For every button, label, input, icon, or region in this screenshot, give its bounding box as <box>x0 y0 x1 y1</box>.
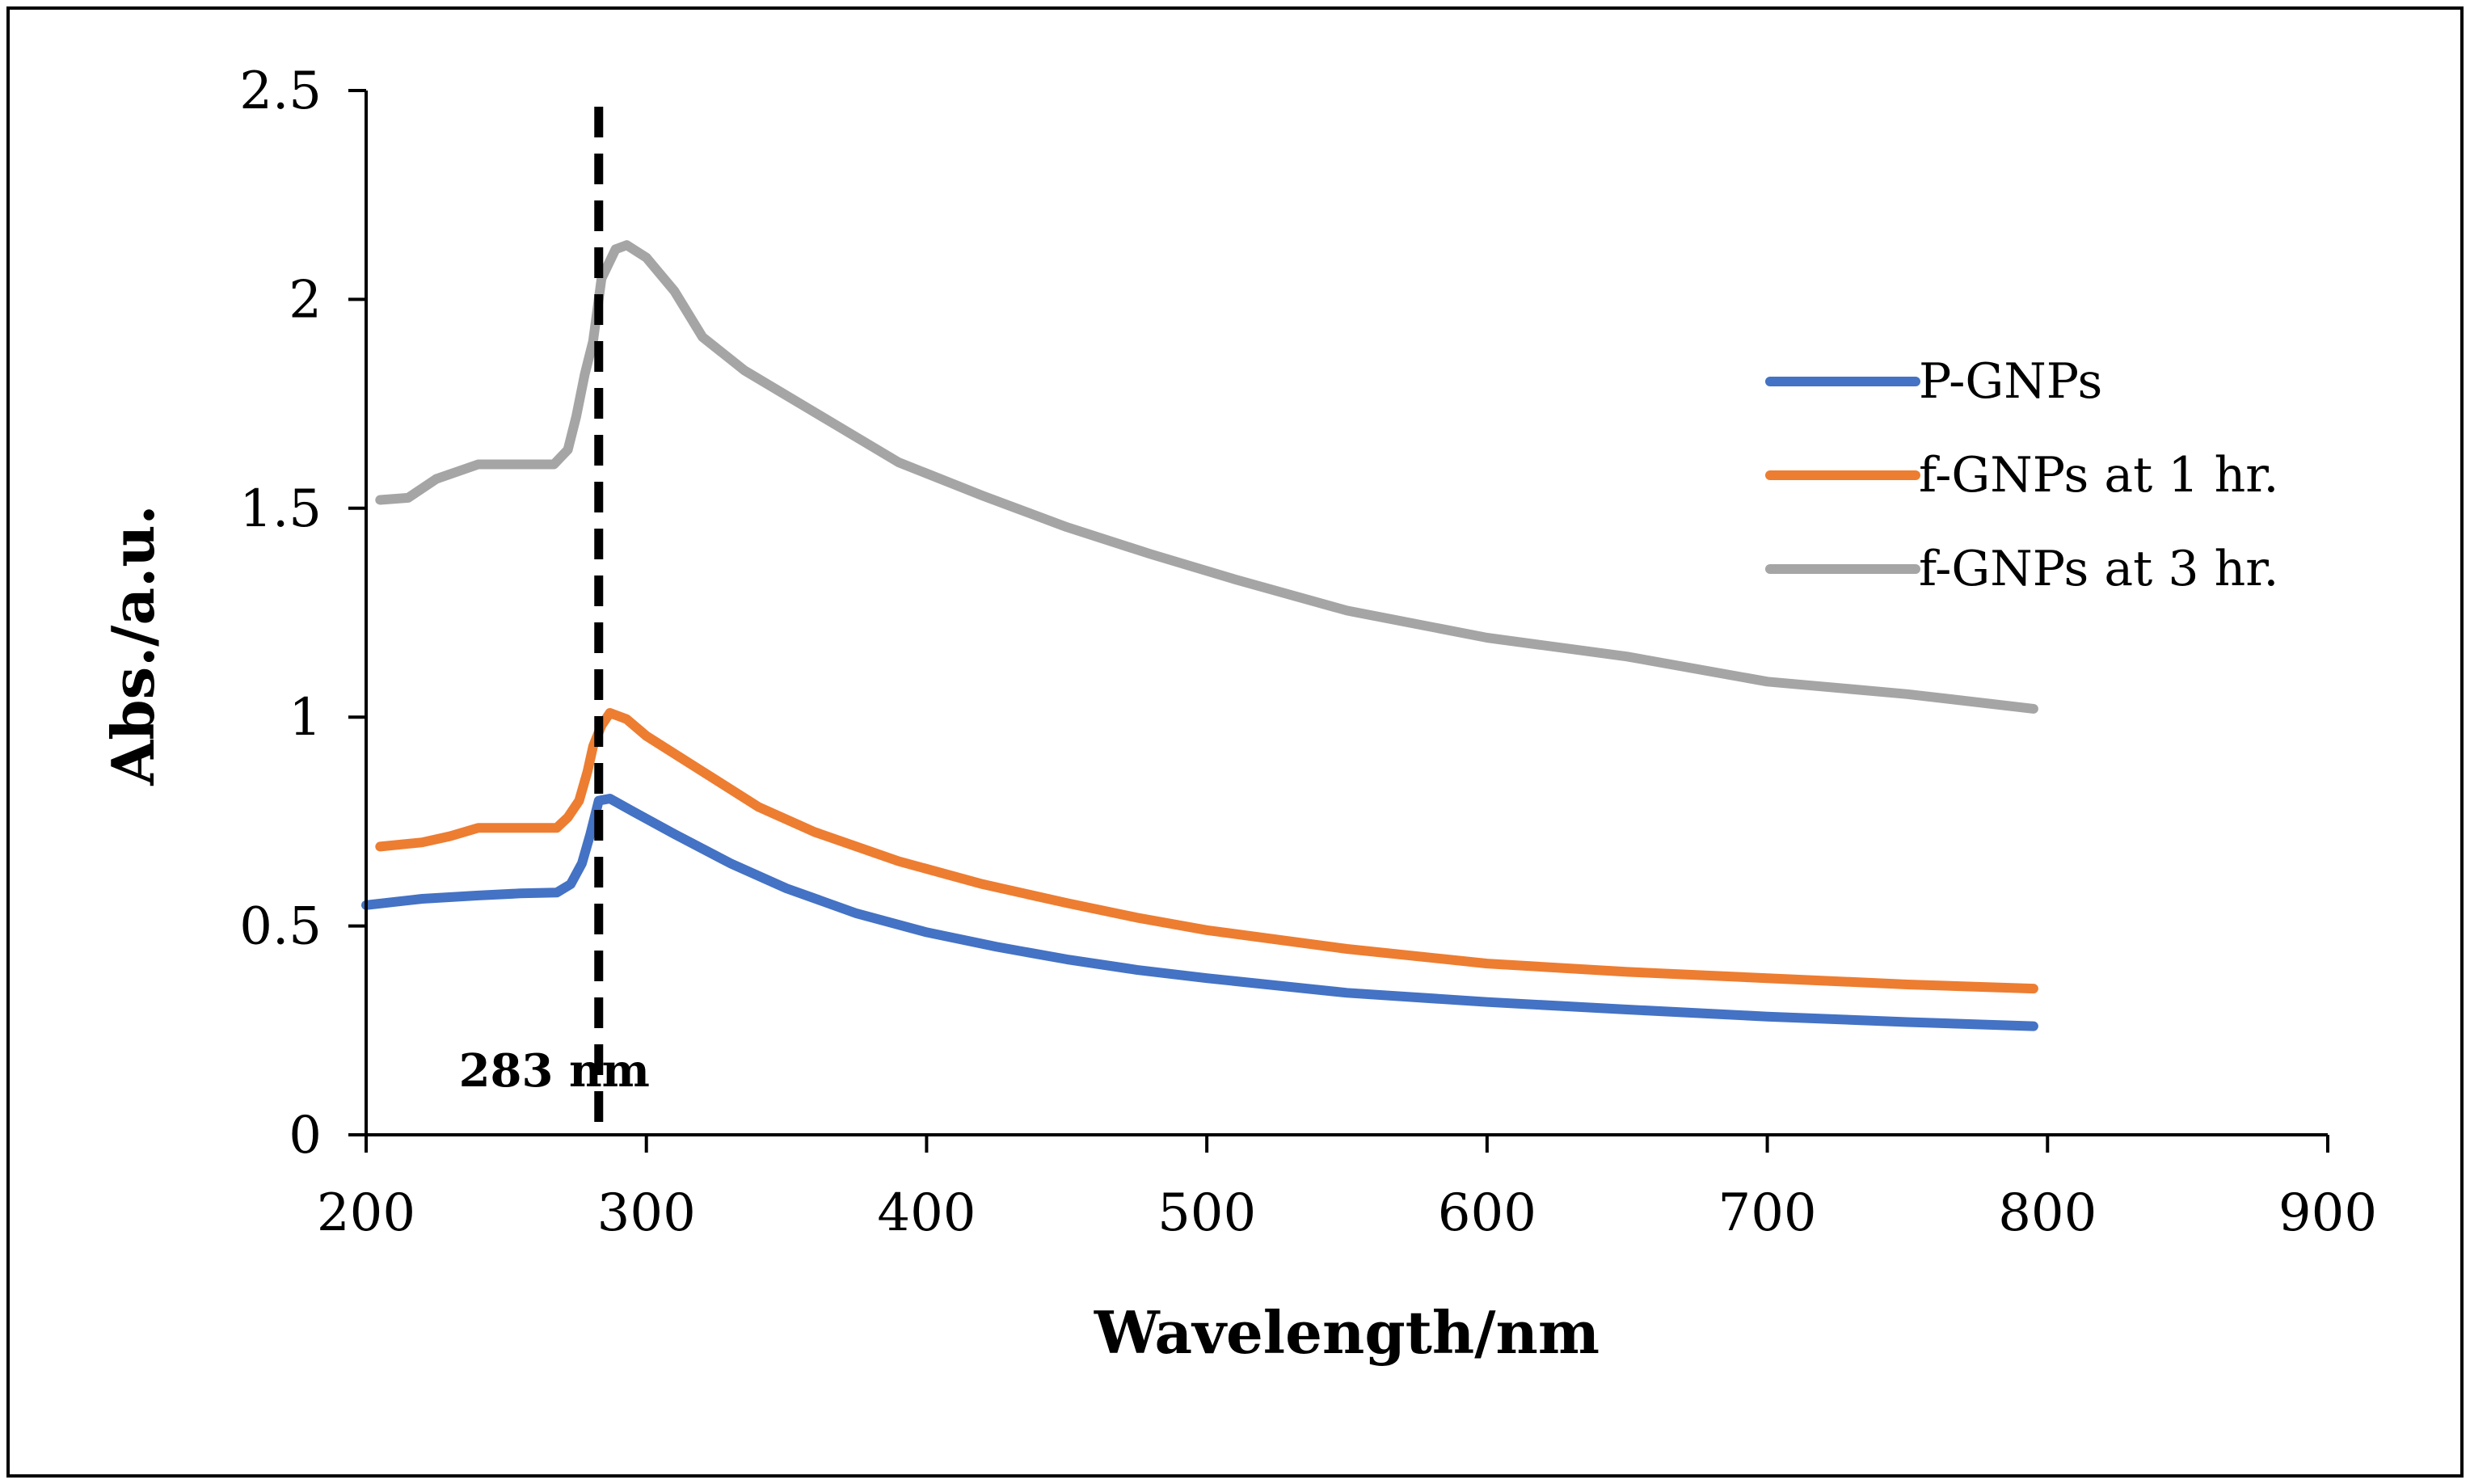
x-tick-label: 900 <box>2278 1183 2377 1243</box>
series-line-f-gnps-at-3-hr <box>375 240 2038 714</box>
x-tick-label: 400 <box>877 1183 976 1243</box>
legend-label-f-gnps-at-1-hr: f-GNPs at 1 hr. <box>1919 447 2278 504</box>
series-line-p-gnps <box>361 794 2038 1031</box>
x-ticks: 200 300 400 500 600 700 800 900 <box>317 1135 2377 1243</box>
x-tick-label: 300 <box>597 1183 696 1243</box>
peak-annotation: 283 nm <box>459 1044 650 1098</box>
y-axis-title: Abs./a.u. <box>99 504 167 786</box>
x-tick-label: 700 <box>1718 1183 1816 1243</box>
y-tick-label: 2.5 <box>239 61 322 121</box>
series-line-f-gnps-at-1-hr <box>375 708 2038 994</box>
y-tick-label: 1 <box>289 688 322 748</box>
x-tick-label: 200 <box>317 1183 415 1243</box>
legend: P-GNPs f-GNPs at 1 hr. f-GNPs at 3 hr. <box>1765 353 2278 597</box>
series-layer <box>361 240 2038 1031</box>
x-tick-label: 800 <box>1998 1183 2097 1243</box>
y-tick-label: 1.5 <box>239 479 322 539</box>
x-tick-label: 500 <box>1157 1183 1256 1243</box>
x-axis-title: Wavelength/nm <box>1094 1298 1600 1367</box>
y-tick-label: 0 <box>289 1106 322 1166</box>
y-tick-label: 2 <box>289 270 322 330</box>
y-tick-label: 0.5 <box>239 897 322 957</box>
legend-label-f-gnps-at-3-hr: f-GNPs at 3 hr. <box>1919 541 2278 597</box>
x-tick-label: 600 <box>1438 1183 1536 1243</box>
chart-frame <box>6 6 2464 1478</box>
legend-label-p-gnps: P-GNPs <box>1919 353 2102 410</box>
y-ticks: 0 0.5 1 1.5 2 2.5 <box>239 61 366 1166</box>
